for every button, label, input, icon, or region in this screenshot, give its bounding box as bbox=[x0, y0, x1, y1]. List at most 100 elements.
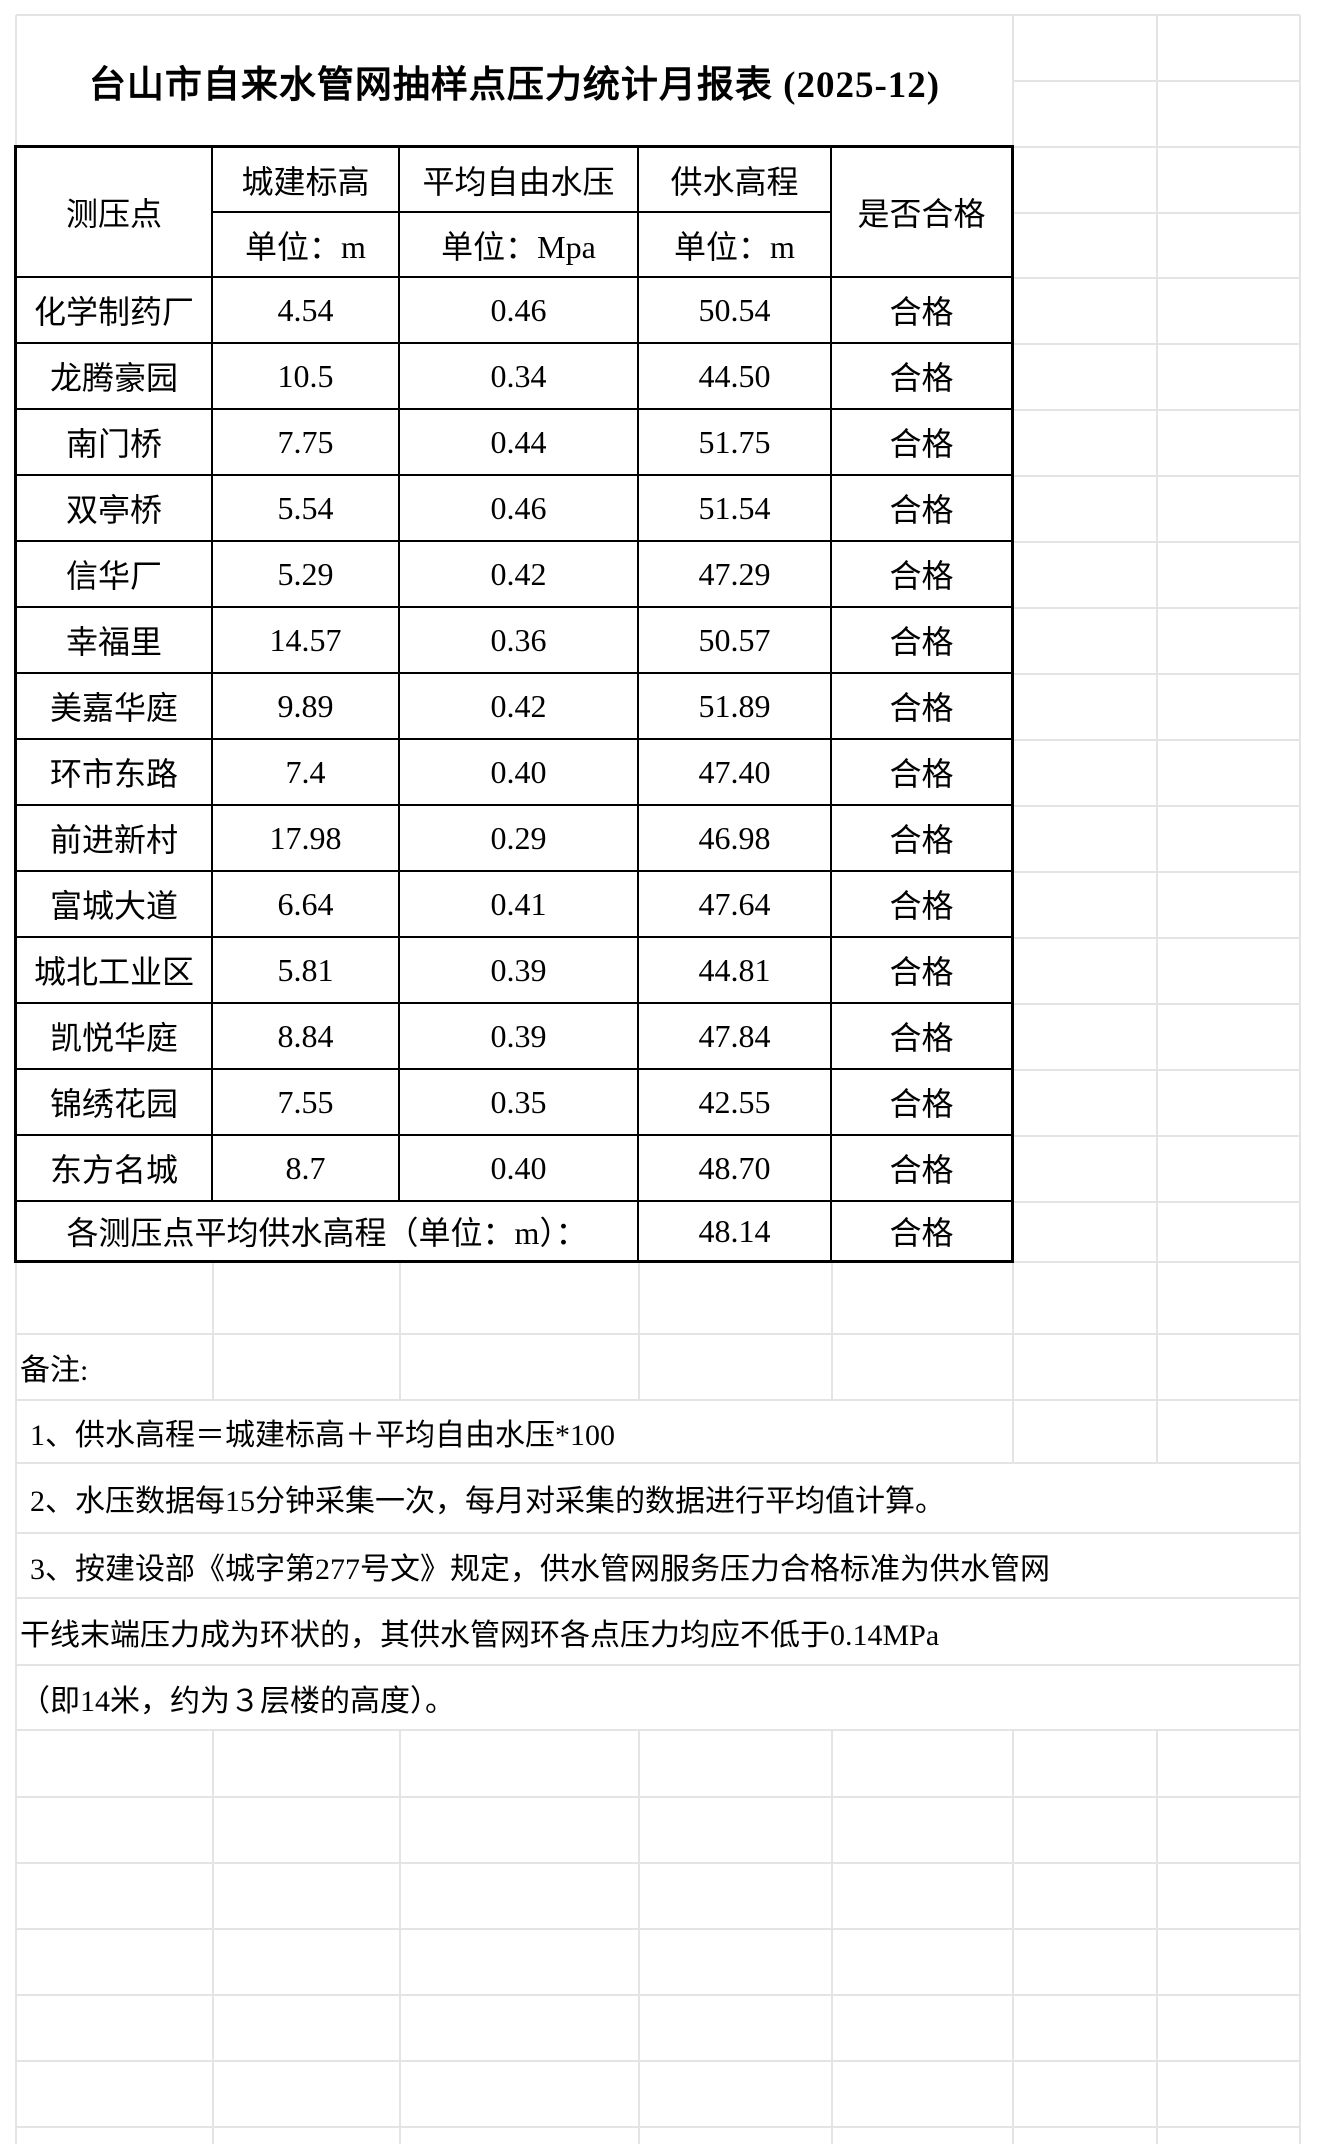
pressure-report-table: 测压点 城建标高 平均自由水压 供水高程 是否合格 单位：m 单位：Mpa 单位：m 化学制药厂… bbox=[14, 145, 1014, 1263]
gridline-vertical bbox=[212, 1262, 214, 1400]
gridline-vertical bbox=[1299, 15, 1301, 2144]
row-name: 双亭桥 bbox=[17, 476, 213, 542]
cell-pressure: 0.41 bbox=[400, 872, 639, 938]
cell-supply: 47.64 bbox=[639, 872, 832, 938]
gridline-vertical bbox=[1012, 15, 1014, 147]
unit-cell-elevation: 单位：m bbox=[213, 213, 400, 278]
cell-status: 合格 bbox=[832, 542, 1011, 608]
cell-status: 合格 bbox=[832, 410, 1011, 476]
gridline-horizontal bbox=[16, 1862, 1300, 1864]
cell-pressure: 0.40 bbox=[400, 740, 639, 806]
gridline-horizontal bbox=[16, 1399, 1300, 1401]
cell-status: 合格 bbox=[832, 1136, 1011, 1202]
cell-status: 合格 bbox=[832, 278, 1011, 344]
unit-cell-supply: 单位：m bbox=[639, 213, 832, 278]
cell-supply: 50.57 bbox=[639, 608, 832, 674]
gridline-horizontal bbox=[16, 1532, 1300, 1534]
row-name: 幸福里 bbox=[17, 608, 213, 674]
cell-supply: 51.89 bbox=[639, 674, 832, 740]
cell-pressure: 0.44 bbox=[400, 410, 639, 476]
cell-elevation: 14.57 bbox=[213, 608, 400, 674]
cell-elevation: 17.98 bbox=[213, 806, 400, 872]
cell-supply: 48.70 bbox=[639, 1136, 832, 1202]
gridline-horizontal bbox=[16, 1664, 1300, 1666]
summary-status: 合格 bbox=[889, 1215, 954, 1251]
page-title: 台山市自来水管网抽样点压力统计月报表 (2025-12) bbox=[88, 65, 941, 106]
cell-elevation: 10.5 bbox=[213, 344, 400, 410]
cell-pressure: 0.46 bbox=[400, 476, 639, 542]
cell-elevation: 5.29 bbox=[213, 542, 400, 608]
cell-elevation: 7.75 bbox=[213, 410, 400, 476]
cell-status: 合格 bbox=[832, 608, 1011, 674]
gridline-vertical bbox=[1012, 1730, 1014, 2144]
summary-value: 48.14 bbox=[639, 1202, 832, 1260]
remark-line-3: 3、按建设部《城字第277号文》规定，供水管网服务压力合格标准为供水管网 bbox=[30, 1552, 1050, 1586]
row-name: 化学制药厂 bbox=[17, 278, 213, 344]
gridline-horizontal bbox=[16, 1729, 1300, 1731]
cell-pressure: 0.35 bbox=[400, 1070, 639, 1136]
cell-pressure: 0.39 bbox=[400, 938, 639, 1004]
gridline-vertical bbox=[399, 1730, 401, 2144]
remark-line-5: （即14米，约为３层楼的高度）。 bbox=[20, 1684, 455, 1718]
gridline-horizontal bbox=[16, 1333, 1300, 1335]
cell-pressure: 0.42 bbox=[400, 542, 639, 608]
gridline-vertical bbox=[638, 1262, 640, 1400]
cell-elevation: 5.54 bbox=[213, 476, 400, 542]
gridline-horizontal bbox=[16, 1994, 1300, 1996]
gridline-vertical bbox=[638, 1730, 640, 2144]
cell-status: 合格 bbox=[832, 806, 1011, 872]
cell-supply: 51.75 bbox=[639, 410, 832, 476]
row-name: 前进新村 bbox=[17, 806, 213, 872]
cell-supply: 47.40 bbox=[639, 740, 832, 806]
cell-pressure: 0.39 bbox=[400, 1004, 639, 1070]
cell-status: 合格 bbox=[832, 476, 1011, 542]
gridline-vertical bbox=[399, 1262, 401, 1400]
cell-pressure: 0.34 bbox=[400, 344, 639, 410]
remark-line-1: 1、供水高程＝城建标高＋平均自由水压*100 bbox=[30, 1418, 615, 1452]
cell-supply: 44.50 bbox=[639, 344, 832, 410]
cell-status: 合格 bbox=[832, 938, 1011, 1004]
gridline-vertical bbox=[1156, 15, 1158, 1463]
row-name: 富城大道 bbox=[17, 872, 213, 938]
cell-supply: 44.81 bbox=[639, 938, 832, 1004]
cell-status: 合格 bbox=[832, 1004, 1011, 1070]
cell-status: 合格 bbox=[832, 674, 1011, 740]
gridline-horizontal bbox=[16, 1928, 1300, 1930]
cell-elevation: 8.7 bbox=[213, 1136, 400, 1202]
cell-status: 合格 bbox=[832, 872, 1011, 938]
row-name: 锦绣花园 bbox=[17, 1070, 213, 1136]
cell-status: 合格 bbox=[832, 1070, 1011, 1136]
cell-pressure: 0.46 bbox=[400, 278, 639, 344]
gridline-vertical bbox=[831, 1730, 833, 2144]
cell-supply: 46.98 bbox=[639, 806, 832, 872]
cell-supply: 47.84 bbox=[639, 1004, 832, 1070]
gridline-vertical bbox=[831, 1262, 833, 1400]
cell-supply: 47.29 bbox=[639, 542, 832, 608]
row-name: 环市东路 bbox=[17, 740, 213, 806]
header-cell-elevation: 城建标高 bbox=[213, 148, 400, 213]
gridline-vertical bbox=[1012, 1262, 1014, 1463]
row-name: 凯悦华庭 bbox=[17, 1004, 213, 1070]
gridline-horizontal bbox=[16, 2060, 1300, 2062]
gridline-horizontal bbox=[16, 14, 1300, 16]
cell-pressure: 0.36 bbox=[400, 608, 639, 674]
cell-supply: 42.55 bbox=[639, 1070, 832, 1136]
summary-label: 各测压点平均供水高程（单位：m）： bbox=[17, 1202, 639, 1260]
gridline-horizontal bbox=[16, 1597, 1300, 1599]
cell-elevation: 8.84 bbox=[213, 1004, 400, 1070]
cell-pressure: 0.42 bbox=[400, 674, 639, 740]
cell-elevation: 7.55 bbox=[213, 1070, 400, 1136]
cell-status: 合格 bbox=[832, 740, 1011, 806]
row-name: 南门桥 bbox=[17, 410, 213, 476]
gridline-horizontal bbox=[16, 2126, 1300, 2128]
cell-elevation: 9.89 bbox=[213, 674, 400, 740]
row-name: 信华厂 bbox=[17, 542, 213, 608]
unit-cell-pressure: 单位：Mpa bbox=[400, 213, 639, 278]
row-name: 东方名城 bbox=[17, 1136, 213, 1202]
remarks-label: 备注: bbox=[20, 1354, 89, 1387]
cell-supply: 50.54 bbox=[639, 278, 832, 344]
cell-elevation: 5.81 bbox=[213, 938, 400, 1004]
header-cell-supply: 供水高程 bbox=[639, 148, 832, 213]
header-cell-pressure: 平均自由水压 bbox=[400, 148, 639, 213]
